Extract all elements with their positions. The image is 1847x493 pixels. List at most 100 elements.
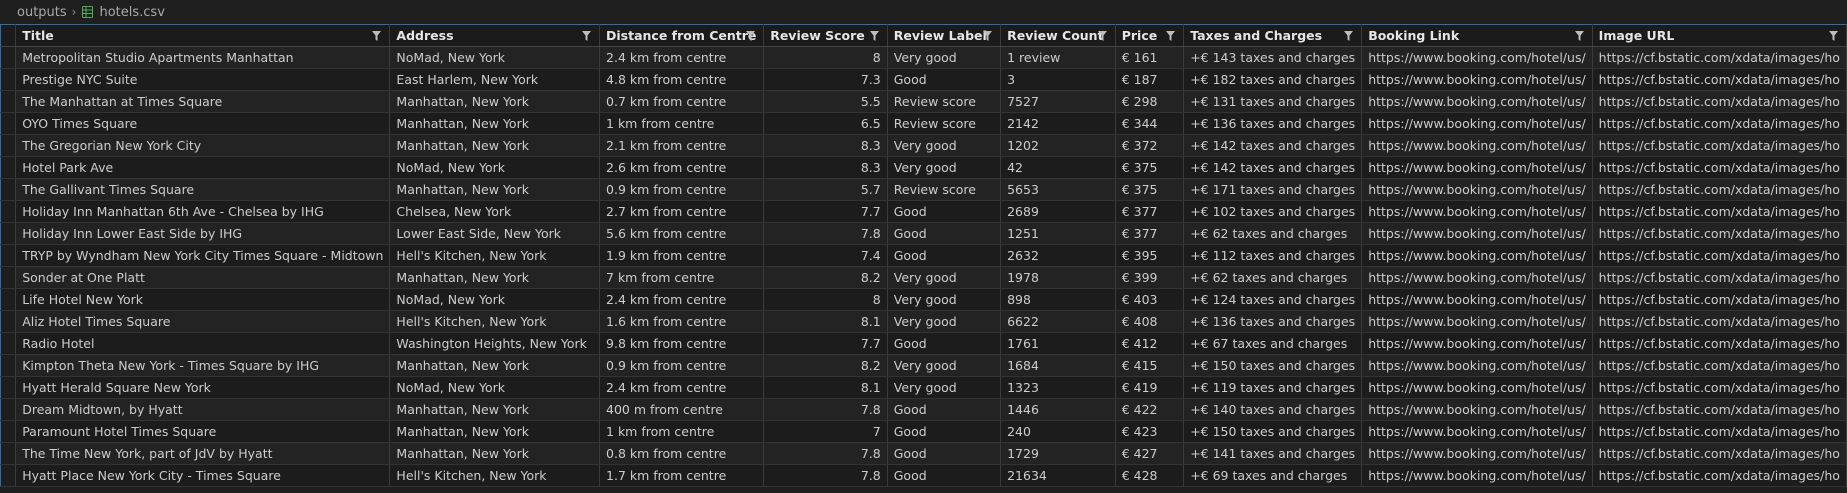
table-cell[interactable]: Hell's Kitchen, New York xyxy=(389,464,601,487)
table-cell[interactable]: Good xyxy=(887,398,1002,421)
table-cell[interactable]: Chelsea, New York xyxy=(389,200,601,223)
table-cell[interactable]: Hyatt Herald Square New York xyxy=(15,376,391,399)
table-cell[interactable]: € 408 xyxy=(1115,310,1185,333)
table-cell[interactable]: 8.3 xyxy=(763,134,888,157)
table-cell[interactable]: 6.5 xyxy=(763,112,888,135)
table-cell[interactable]: 5.6 km from centre xyxy=(599,222,765,245)
table-cell[interactable]: 0.9 km from centre xyxy=(599,354,765,377)
column-header[interactable]: Image URL xyxy=(1592,24,1847,47)
table-cell[interactable]: Radio Hotel xyxy=(15,332,391,355)
table-cell[interactable]: +€ 119 taxes and charges xyxy=(1183,376,1363,399)
column-header[interactable]: Review Score xyxy=(763,24,888,47)
table-cell[interactable]: Good xyxy=(887,464,1002,487)
table-cell[interactable]: https://cf.bstatic.com/xdata/images/ho xyxy=(1592,112,1847,135)
row-index-cell[interactable] xyxy=(0,178,17,201)
table-cell[interactable]: 7.7 xyxy=(763,200,888,223)
table-cell[interactable]: +€ 150 taxes and charges xyxy=(1183,354,1363,377)
table-row[interactable]: The Time New York, part of JdV by Hyatt M… xyxy=(0,442,1847,465)
table-cell[interactable]: 3 xyxy=(1000,68,1116,91)
table-cell[interactable]: https://www.booking.com/hotel/us/ xyxy=(1361,200,1593,223)
table-cell[interactable]: +€ 69 taxes and charges xyxy=(1183,464,1363,487)
column-header[interactable]: Taxes and Charges xyxy=(1183,24,1363,47)
table-row[interactable]: The Gallivant Times Square Manhattan, New… xyxy=(0,178,1847,201)
table-cell[interactable]: 2.4 km from centre xyxy=(599,376,765,399)
table-cell[interactable]: 7527 xyxy=(1000,90,1116,113)
table-cell[interactable]: 8.2 xyxy=(763,266,888,289)
table-row[interactable]: TRYP by Wyndham New York City Times Squa… xyxy=(0,244,1847,267)
table-cell[interactable]: +€ 124 taxes and charges xyxy=(1183,288,1363,311)
table-cell[interactable]: https://www.booking.com/hotel/us/ xyxy=(1361,398,1593,421)
table-cell[interactable]: 7.8 xyxy=(763,464,888,487)
table-cell[interactable]: https://cf.bstatic.com/xdata/images/ho xyxy=(1592,420,1847,443)
table-cell[interactable]: 7 km from centre xyxy=(599,266,765,289)
table-cell[interactable]: Manhattan, New York xyxy=(389,134,601,157)
filter-icon[interactable] xyxy=(1097,31,1107,41)
row-index-cell[interactable] xyxy=(0,90,17,113)
table-cell[interactable]: Good xyxy=(887,200,1002,223)
table-cell[interactable]: Manhattan, New York xyxy=(389,442,601,465)
table-cell[interactable]: +€ 141 taxes and charges xyxy=(1183,442,1363,465)
table-cell[interactable]: € 423 xyxy=(1115,420,1185,443)
table-row[interactable]: Hotel Park Ave NoMad, New York 2.6 km from… xyxy=(0,156,1847,179)
table-row[interactable]: Kimpton Theta New York - Times Square by… xyxy=(0,354,1847,377)
table-cell[interactable]: 5653 xyxy=(1000,178,1116,201)
table-cell[interactable]: Sonder at One Platt xyxy=(15,266,391,289)
table-cell[interactable]: https://www.booking.com/hotel/us/ xyxy=(1361,112,1593,135)
table-cell[interactable]: https://www.booking.com/hotel/us/ xyxy=(1361,376,1593,399)
table-cell[interactable]: 1 km from centre xyxy=(599,420,765,443)
table-cell[interactable]: +€ 136 taxes and charges xyxy=(1183,310,1363,333)
table-cell[interactable]: Hyatt Place New York City - Times Square xyxy=(15,464,391,487)
table-cell[interactable]: +€ 142 taxes and charges xyxy=(1183,134,1363,157)
table-cell[interactable]: https://cf.bstatic.com/xdata/images/ho xyxy=(1592,442,1847,465)
table-cell[interactable]: Manhattan, New York xyxy=(389,90,601,113)
table-cell[interactable]: Metropolitan Studio Apartments Manhattan xyxy=(15,46,391,69)
table-cell[interactable]: 1684 xyxy=(1000,354,1116,377)
table-cell[interactable]: 2142 xyxy=(1000,112,1116,135)
table-cell[interactable]: 1.6 km from centre xyxy=(599,310,765,333)
breadcrumb-folder[interactable]: outputs xyxy=(17,4,67,20)
row-index-cell[interactable] xyxy=(0,464,17,487)
table-cell[interactable]: 7.8 xyxy=(763,222,888,245)
table-cell[interactable]: Manhattan, New York xyxy=(389,178,601,201)
column-header[interactable]: Distance from Centre xyxy=(599,24,765,47)
table-cell[interactable]: https://cf.bstatic.com/xdata/images/ho xyxy=(1592,354,1847,377)
table-cell[interactable]: https://cf.bstatic.com/xdata/images/ho xyxy=(1592,200,1847,223)
table-row[interactable]: Hyatt Place New York City - Times Square… xyxy=(0,464,1847,487)
table-cell[interactable]: +€ 142 taxes and charges xyxy=(1183,156,1363,179)
table-cell[interactable]: Very good xyxy=(887,266,1002,289)
table-cell[interactable]: 1761 xyxy=(1000,332,1116,355)
row-index-cell[interactable] xyxy=(0,398,17,421)
table-cell[interactable]: Very good xyxy=(887,46,1002,69)
table-cell[interactable]: https://www.booking.com/hotel/us/ xyxy=(1361,420,1593,443)
filter-icon[interactable] xyxy=(582,31,592,41)
filter-icon[interactable] xyxy=(869,31,879,41)
table-cell[interactable]: Very good xyxy=(887,156,1002,179)
table-cell[interactable]: 7.4 xyxy=(763,244,888,267)
row-index-cell[interactable] xyxy=(0,332,17,355)
table-cell[interactable]: +€ 67 taxes and charges xyxy=(1183,332,1363,355)
table-cell[interactable]: +€ 136 taxes and charges xyxy=(1183,112,1363,135)
table-cell[interactable]: 2.7 km from centre xyxy=(599,200,765,223)
table-cell[interactable]: https://cf.bstatic.com/xdata/images/ho xyxy=(1592,332,1847,355)
table-cell[interactable]: https://cf.bstatic.com/xdata/images/ho xyxy=(1592,90,1847,113)
table-row[interactable]: The Gregorian New York City Manhattan, Ne… xyxy=(0,134,1847,157)
row-index-cell[interactable] xyxy=(0,156,17,179)
table-cell[interactable]: https://www.booking.com/hotel/us/ xyxy=(1361,90,1593,113)
table-cell[interactable]: € 375 xyxy=(1115,178,1185,201)
table-row[interactable]: Sonder at One Platt Manhattan, New York 7 … xyxy=(0,266,1847,289)
table-cell[interactable]: Manhattan, New York xyxy=(389,112,601,135)
table-cell[interactable]: 8.2 xyxy=(763,354,888,377)
table-cell[interactable]: East Harlem, New York xyxy=(389,68,601,91)
row-index-cell[interactable] xyxy=(0,68,17,91)
table-cell[interactable]: Good xyxy=(887,244,1002,267)
table-cell[interactable]: The Time New York, part of JdV by Hyatt xyxy=(15,442,391,465)
table-cell[interactable]: 4.8 km from centre xyxy=(599,68,765,91)
row-index-cell[interactable] xyxy=(0,266,17,289)
table-cell[interactable]: € 403 xyxy=(1115,288,1185,311)
table-cell[interactable]: https://cf.bstatic.com/xdata/images/ho xyxy=(1592,178,1847,201)
table-cell[interactable]: https://www.booking.com/hotel/us/ xyxy=(1361,464,1593,487)
table-cell[interactable]: 8 xyxy=(763,288,888,311)
table-row[interactable]: Holiday Inn Lower East Side by IHG Lower … xyxy=(0,222,1847,245)
table-cell[interactable]: 240 xyxy=(1000,420,1116,443)
table-cell[interactable]: Lower East Side, New York xyxy=(389,222,601,245)
